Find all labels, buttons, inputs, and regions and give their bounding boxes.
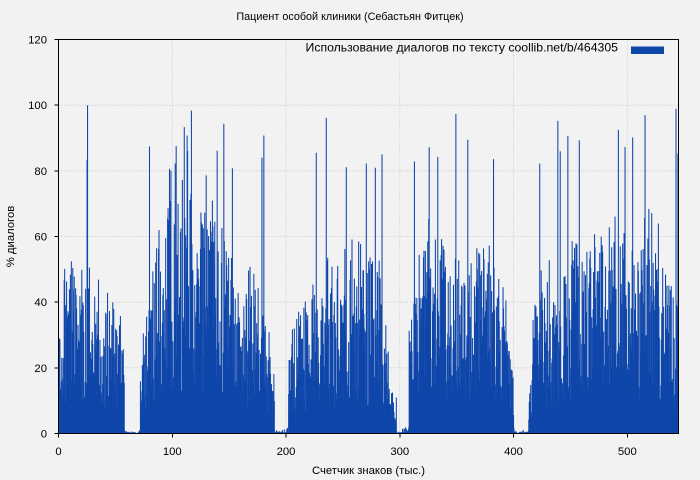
svg-text:Пациент особой клиники (Себаст: Пациент особой клиники (Себастьян Фитцек… <box>236 11 463 23</box>
svg-text:40: 40 <box>34 297 47 309</box>
svg-text:Использование диалогов по текс: Использование диалогов по тексту coollib… <box>306 41 619 55</box>
svg-text:0: 0 <box>55 446 61 458</box>
svg-text:% диалогов: % диалогов <box>5 206 17 268</box>
svg-text:80: 80 <box>34 166 47 178</box>
svg-text:60: 60 <box>34 232 47 244</box>
svg-text:300: 300 <box>390 446 409 458</box>
svg-text:500: 500 <box>618 446 637 458</box>
svg-text:0: 0 <box>41 429 47 441</box>
svg-text:100: 100 <box>163 446 182 458</box>
svg-text:120: 120 <box>28 35 47 47</box>
svg-text:200: 200 <box>277 446 296 458</box>
svg-text:100: 100 <box>28 100 47 112</box>
svg-text:400: 400 <box>504 446 523 458</box>
svg-text:20: 20 <box>34 363 47 375</box>
svg-text:Счетчик знаков (тыс.): Счетчик знаков (тыс.) <box>312 465 425 477</box>
